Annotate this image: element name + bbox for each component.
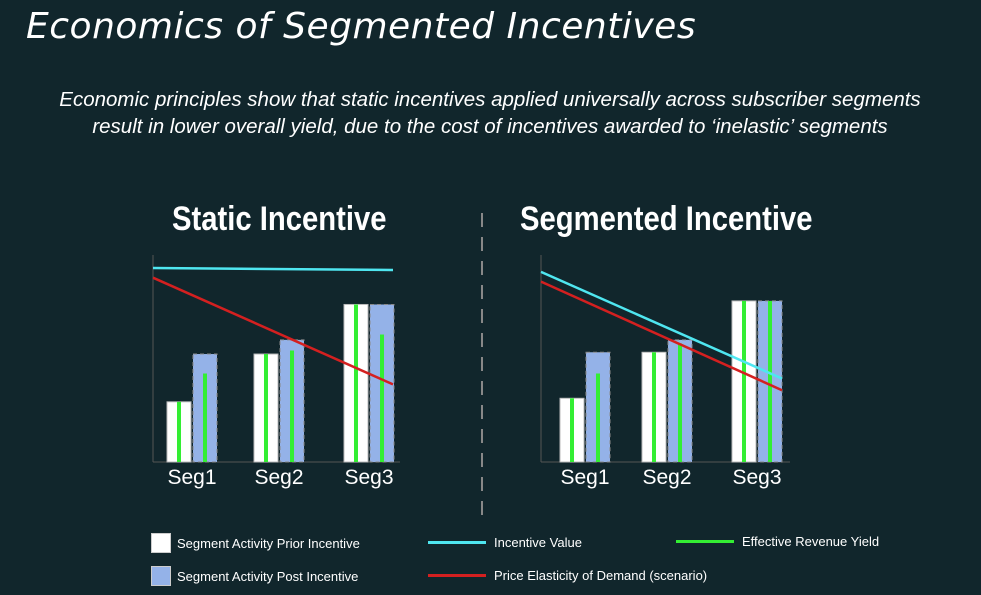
legend-swatch-incentive: [428, 541, 486, 544]
tick-label-seg1: Seg1: [167, 466, 216, 489]
legend-swatch-yield: [676, 540, 734, 543]
tick-label-seg2: Seg2: [254, 466, 303, 489]
legend-item-prior: Segment Activity Prior Incentive: [151, 533, 360, 553]
legend-swatch-prior: [151, 533, 171, 553]
legend-label-prior: Segment Activity Prior Incentive: [177, 535, 360, 551]
price-elasticity-line: [152, 276, 394, 386]
legend-item-yield: Effective Revenue Yield: [676, 534, 879, 549]
tick-label-seg2: Seg2: [642, 466, 691, 489]
incentive-value-line: [540, 270, 783, 380]
legend-item-incentive: Incentive Value: [428, 535, 582, 550]
legend-label-yield: Effective Revenue Yield: [742, 534, 880, 549]
legend-label-post: Segment Activity Post Incentive: [177, 568, 359, 584]
page-subtitle: Economic principles show that static inc…: [59, 88, 921, 138]
incentive-value-line: [152, 266, 394, 272]
legend-item-post: Segment Activity Post Incentive: [151, 566, 358, 586]
legend-item-elasticity: Price Elasticity of Demand (scenario): [428, 568, 707, 583]
legend-swatch-elasticity: [428, 574, 486, 577]
legend-label-elasticity: Price Elasticity of Demand (scenario): [494, 568, 708, 583]
tick-label-seg3: Seg3: [732, 466, 781, 489]
legend-label-incentive: Incentive Value: [494, 535, 582, 550]
segmented-incentive-title: Segmented Incentive: [520, 200, 813, 238]
page-title: Economics of Segmented Incentives: [26, 6, 697, 47]
price-elasticity-line: [540, 280, 783, 392]
tick-label-seg3: Seg3: [344, 466, 393, 489]
legend-swatch-post: [151, 566, 171, 586]
static-incentive-title: Static Incentive: [172, 200, 387, 238]
tick-label-seg1: Seg1: [560, 466, 609, 489]
